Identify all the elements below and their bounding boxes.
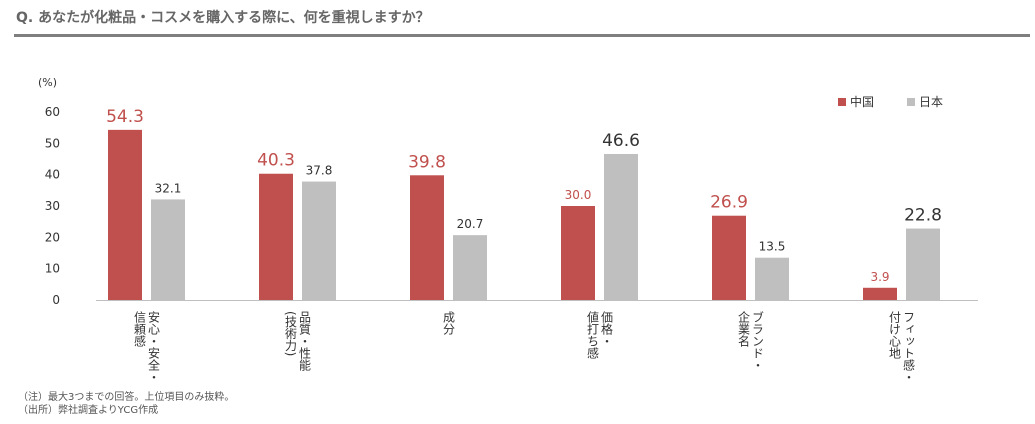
x-tick-label: 品質・性能 (298, 311, 312, 371)
x-tick-label: 値打ち感 (586, 310, 600, 359)
bar-china (259, 173, 293, 300)
bar-china (108, 129, 142, 300)
footnote-source: （出所）弊社調査よりYCG作成 (18, 405, 159, 416)
footnotes: （注）最大3つまでの回答。上位項目のみ抜粋。 （出所）弊社調査よりYCG作成 (18, 391, 234, 417)
data-label: 32.1 (155, 181, 182, 195)
x-tick-label: 付け心地 (888, 311, 902, 359)
x-tick-label: フィット感・ (902, 311, 916, 383)
bar-japan (453, 235, 487, 300)
x-tick-label: 信頼感 (133, 311, 147, 347)
page-title: Q. あなたが化粧品・コスメを購入する際に、何を重視しますか？ (16, 10, 430, 26)
bar-japan (604, 153, 638, 300)
data-label: 30.0 (565, 188, 592, 202)
x-tick-label: 安心・安全・ (147, 310, 161, 383)
y-tick-label: 0 (52, 293, 60, 307)
data-label: 54.3 (106, 107, 144, 127)
data-label: 40.3 (257, 151, 295, 171)
bar-chart: 0 10 20 30 40 50 60 (%) 54.3 32.1 安心・安全・信頼感 40.3 37.… (38, 76, 978, 383)
bar-china (561, 206, 595, 300)
data-label: 37.8 (306, 164, 333, 178)
legend-label: 中国 (850, 94, 874, 109)
x-tick-label: (技術力) (284, 311, 298, 356)
bar-japan (906, 228, 940, 300)
title-divider (14, 34, 1030, 37)
x-tick-label: 成分 (442, 311, 456, 336)
data-label: 3.9 (870, 270, 889, 284)
y-tick-label: 60 (45, 105, 60, 119)
bar-japan (755, 257, 789, 300)
x-tick-label: 価格・ (600, 311, 614, 347)
bar-china (863, 287, 897, 300)
x-tick-label: ブランド・ (751, 310, 765, 371)
legend-label: 日本 (919, 95, 943, 109)
y-tick-label: 10 (45, 262, 60, 276)
data-label: 13.5 (759, 240, 786, 254)
data-label: 46.6 (602, 131, 640, 151)
data-label: 39.8 (408, 152, 446, 172)
data-label: 22.8 (904, 206, 942, 226)
legend-swatch (838, 98, 846, 106)
legend-swatch (907, 98, 915, 106)
x-tick-label: 企業名 (737, 310, 751, 347)
y-tick-label: 30 (45, 199, 60, 213)
bar-china (410, 175, 444, 300)
bar-japan (302, 181, 336, 300)
y-tick-label: 50 (45, 136, 60, 150)
footnote-note: （注）最大3つまでの回答。上位項目のみ抜粋。 (18, 392, 235, 403)
data-label: 26.9 (710, 193, 748, 213)
y-tick-label: 20 (45, 230, 60, 244)
y-tick-label: 40 (45, 168, 60, 182)
y-axis-unit-label: (%) (38, 76, 57, 89)
bar-china (712, 215, 746, 300)
bar-japan (151, 199, 185, 300)
data-label: 20.7 (457, 217, 484, 231)
